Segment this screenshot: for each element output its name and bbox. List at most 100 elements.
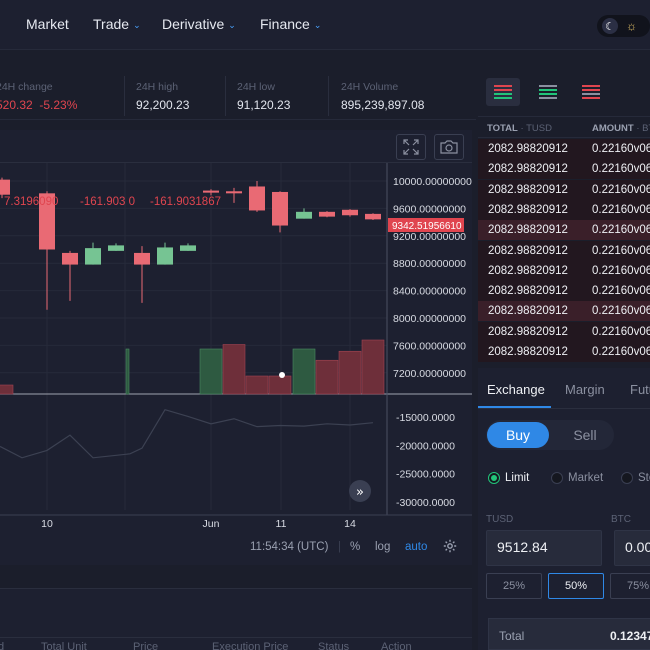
row-amount: 0.22160v06 [592,346,650,358]
price-tick-label: 10000.00000000 [393,176,472,188]
nav-finance[interactable]: Finance ⌄ [260,16,321,32]
indicator-label: 7.3196090 [4,196,58,208]
theme-toggle[interactable]: ☾ ☼ [597,15,650,37]
order-book-row[interactable]: 2082.98820912 0.22160v06 [478,260,650,281]
chart-settings-button[interactable] [443,539,457,556]
order-book-row[interactable]: 2082.98820912 0.22160v06 [478,199,650,220]
book-view-bids-button[interactable] [531,78,565,106]
volume-bar [245,375,269,395]
divider [225,76,226,116]
col-total-label: TOTAL [487,123,518,134]
candle-body [85,248,101,265]
btc-amount-input[interactable]: 0.00 [614,530,650,566]
order-book-row[interactable]: 2082.98820912 0.22160v06 [478,301,650,322]
stat-change-pct: -5.23% [39,98,78,112]
percent-75-button[interactable]: 75% [610,573,650,599]
orders-panel: d Total Unit Price Execution Price Statu… [0,588,472,650]
order-book-row[interactable]: 2082.98820912 0.22160v06 [478,281,650,302]
percent-25-button[interactable]: 25% [486,573,542,599]
time-tick-label: 10 [41,518,53,530]
stat-24h-volume: 24H Volume 895,239,897.08 [341,81,424,112]
divider [328,76,329,116]
orderbook-both-icon [494,85,512,99]
candlestick-chart[interactable]: 10000.00000000 9600.00000000 9200.00000000… [0,130,472,565]
order-type-limit[interactable]: Limit [488,472,529,484]
radio-label: Sto [638,472,650,484]
price-tick-label: 7200.00000000 [393,368,466,380]
percent-scale-toggle[interactable]: % [350,541,361,553]
volume-bar [361,339,385,395]
order-book-row[interactable]: 2082.98820912 0.22160v06 [478,240,650,261]
divider [478,408,650,409]
tab-exchange[interactable]: Exchange [487,382,545,397]
tab-margin[interactable]: Margin [565,382,605,397]
nav-market-label: Market [26,16,69,32]
auto-scale-toggle[interactable]: auto [405,541,428,553]
candle-body [226,191,242,194]
order-book-row[interactable]: 2082.98820912 0.22160v06 [478,220,650,241]
last-price-tag [388,218,464,232]
time-tick-label: 11 [276,518,287,530]
log-scale-toggle[interactable]: log [375,541,391,553]
col-amount-unit: · BTC [636,123,650,134]
row-amount: 0.22160v06 [592,264,650,277]
candle-body [0,179,10,195]
volume-bar [315,359,339,395]
row-total: 2082.98820912 [488,285,568,298]
column-header: Total Unit [41,641,87,650]
sun-icon: ☼ [626,19,637,33]
fullscreen-button[interactable] [396,134,426,160]
column-header: Price [133,641,159,650]
scroll-to-latest-button[interactable] [349,480,371,502]
stat-value: 91,120.23 [237,98,291,112]
radio-label: Limit [505,472,530,484]
percent-50-button[interactable]: 50% [548,573,604,599]
book-view-both-button[interactable] [486,78,520,106]
orderbook-bids-icon [539,85,557,99]
order-book-row[interactable]: 2082.98820912 0.22160v06 [478,159,650,180]
nav-derivative[interactable]: Derivative ⌄ [162,16,236,32]
total-value: 0.12347 [610,629,650,643]
screenshot-button[interactable] [434,134,464,160]
stat-24h-low: 24H low 91,120.23 [237,81,290,112]
tab-futures[interactable]: Futu [630,382,650,397]
row-total: 2082.98820912 [488,143,568,155]
chevron-down-icon: ⌄ [313,20,322,30]
chevron-down-icon: ⌄ [228,20,236,30]
tusd-price-input[interactable]: 9512.84 [486,530,602,566]
candle-body [296,211,312,219]
order-type-market[interactable]: Market [551,472,603,484]
sell-button[interactable]: Sell [573,427,597,443]
order-book-row[interactable]: 2082.98820912 0.22160v06 [478,139,650,159]
buy-button[interactable]: Buy [487,422,549,448]
expand-icon [403,139,419,155]
row-amount: 0.22160v06 [592,244,650,257]
order-book-row[interactable]: 2082.98820912 0.22160v06 [478,321,650,342]
camera-icon [440,140,458,154]
radio-unchecked [551,472,563,484]
row-total: 2082.98820912 [488,224,568,237]
order-book-row[interactable]: 2082.98820912 0.22160v06 [478,342,650,362]
divider: | [338,541,341,553]
indicator-tick-label: -25000.0000 [396,469,455,481]
stat-value: 895,239,897.08 [341,98,425,112]
nav-market[interactable]: Market [26,16,69,32]
row-total: 2082.98820912 [488,163,568,176]
total-label: Total [499,629,525,643]
order-book-row[interactable]: 2082.98820912 0.22160v06 [478,179,650,200]
order-type-stop[interactable]: Sto [621,472,650,484]
price-tick-label: 7600.00000000 [393,340,466,352]
time-tick-label: 14 [344,518,356,530]
price-tick-label: 8400.00000000 [393,286,466,298]
price-tick-label: 8000.00000000 [393,313,466,325]
indicator-tick-label: -30000.0000 [396,497,455,509]
volume-bar [338,350,362,395]
column-header: Status [318,641,350,650]
nav-trade[interactable]: Trade ⌄ [93,16,141,32]
row-total: 2082.98820912 [488,305,568,318]
col-total: TOTAL · TUSD [487,123,552,134]
col-amount-label: AMOUNT [592,123,634,134]
book-view-asks-button[interactable] [574,78,608,106]
crosshair-dot [279,372,285,378]
col-total-unit: · TUSD [520,123,552,134]
